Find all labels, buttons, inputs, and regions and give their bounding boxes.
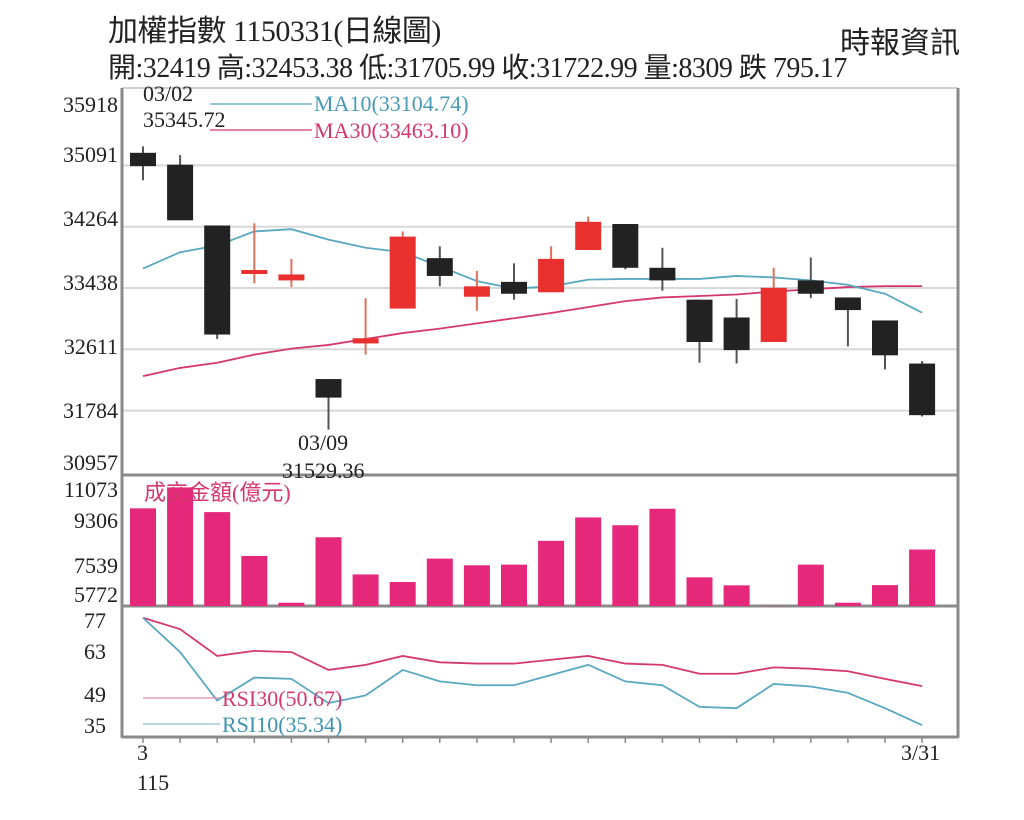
candle-down [167, 164, 194, 221]
volume-bar [612, 525, 639, 606]
volume-bar [241, 555, 268, 606]
legend: MA10(33104.74) MA30(33463.10) 03/02 3534… [137, 81, 940, 795]
volume-bar [797, 564, 824, 606]
volume-tick-label: 5772 [74, 582, 118, 607]
volume-bar [278, 602, 305, 606]
candle-down [909, 363, 936, 416]
ma30-line [142, 285, 923, 377]
candle-up [760, 287, 787, 342]
price-y-axis: 35918 35091 34264 33438 32611 31784 30957 [63, 92, 118, 475]
candle-down [315, 379, 342, 398]
volume-bar [538, 540, 565, 606]
price-tick-label: 35918 [63, 92, 118, 117]
volume-title: 成交金額(億元) [144, 480, 291, 505]
candle-down [834, 297, 861, 311]
volume-tick-label: 11073 [64, 477, 118, 502]
volume-bar [426, 558, 453, 606]
candle-up [538, 258, 565, 293]
volume-bar [501, 564, 527, 606]
candle-down [501, 281, 527, 294]
candle-down [686, 299, 713, 342]
rsi-tick-label: 77 [84, 608, 106, 633]
price-tick-label: 35091 [63, 142, 118, 167]
rsi-tick-label: 35 [84, 713, 106, 738]
volume-bar [872, 585, 898, 606]
candle-down [130, 152, 156, 167]
candle-up [278, 274, 305, 281]
rsi10-line [142, 617, 923, 726]
rsi30-legend: RSI30(50.67) [222, 686, 342, 711]
chart-frame [120, 87, 960, 743]
volume-bar [204, 512, 231, 606]
rsi-tick-label: 63 [84, 639, 106, 664]
rsi-lines [142, 616, 923, 726]
volume-bar [167, 487, 194, 606]
low-annotation-value: 31529.36 [282, 458, 365, 483]
candle-down [723, 317, 750, 351]
candle-down [649, 267, 676, 281]
price-tick-label: 33438 [63, 270, 118, 295]
x-axis-start-month: 3 [137, 740, 148, 765]
candle-down [426, 258, 453, 276]
rsi30-line [142, 616, 923, 687]
x-axis-end-date: 3/31 [901, 740, 940, 765]
volume-bar [686, 577, 713, 606]
candle-up [389, 236, 416, 309]
low-annotation-date: 03/09 [298, 430, 348, 455]
rsi-y-axis: 77 63 49 35 [84, 608, 106, 738]
ma10-legend: MA10(33104.74) [314, 91, 469, 116]
high-annotation-value: 35345.72 [143, 107, 226, 132]
volume-bar [130, 508, 156, 606]
candle-up [575, 221, 602, 250]
rsi10-legend: RSI10(35.34) [222, 712, 342, 737]
moving-average-lines [142, 228, 923, 377]
volume-bars [130, 487, 936, 606]
brand-label: 時報資訊 [840, 27, 960, 60]
candle-up [463, 286, 490, 297]
volume-y-axis: 11073 9306 7539 5772 [64, 477, 118, 607]
volume-bar [649, 508, 676, 606]
price-tick-label: 31784 [63, 398, 118, 423]
candle-down [872, 320, 898, 356]
volume-bar [463, 565, 490, 606]
high-annotation-date: 03/02 [143, 81, 193, 106]
candlesticks [130, 146, 936, 430]
volume-bar [723, 585, 750, 606]
x-axis-start-year: 115 [137, 770, 169, 795]
volume-bar [909, 549, 936, 606]
volume-bar [315, 537, 342, 606]
ma10-line [142, 228, 923, 314]
volume-bar [352, 574, 379, 606]
price-tick-label: 30957 [63, 450, 118, 475]
candle-down [612, 224, 639, 268]
volume-bar [575, 517, 602, 606]
price-tick-label: 34264 [63, 206, 118, 231]
price-tick-label: 32611 [64, 334, 118, 359]
ohlc-stats: 開:32419 高:32453.38 低:31705.99 收:31722.99… [108, 53, 847, 84]
volume-tick-label: 7539 [74, 553, 118, 578]
volume-bar [834, 602, 861, 606]
ma30-legend: MA30(33463.10) [314, 118, 469, 143]
volume-bar [389, 582, 416, 606]
chart-title: 加權指數 1150331(日線圖) [108, 15, 441, 48]
candle-down [204, 225, 231, 335]
candle-down [797, 280, 824, 294]
candle-up [352, 338, 379, 344]
candle-up [241, 270, 268, 275]
volume-tick-label: 9306 [74, 508, 118, 533]
rsi-tick-label: 49 [84, 682, 106, 707]
